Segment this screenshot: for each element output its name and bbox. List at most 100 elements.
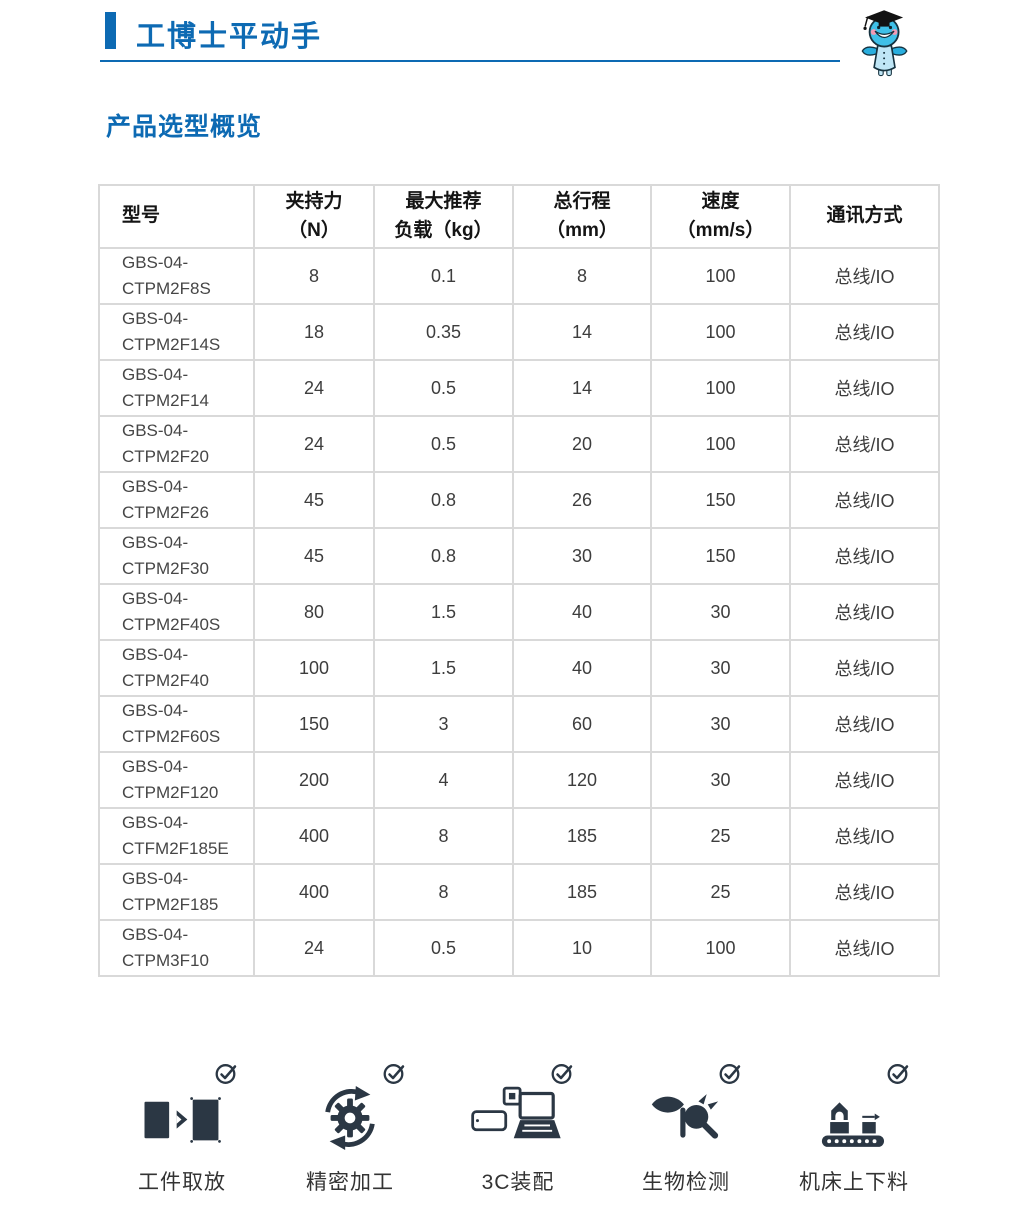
column-header-stroke: 总行程 （mm） bbox=[512, 184, 652, 249]
table-row: GBS-04- CTPM2F40 100 1.5 40 30 总线/IO bbox=[98, 639, 940, 697]
comm-cell: 总线/IO bbox=[789, 863, 940, 921]
force-cell: 24 bbox=[253, 919, 375, 977]
force-cell: 80 bbox=[253, 583, 375, 641]
application-item: 工件取放 bbox=[98, 1058, 266, 1196]
comm-cell: 总线/IO bbox=[789, 919, 940, 977]
application-label: 工件取放 bbox=[138, 1171, 226, 1194]
table-row: GBS-04- CTPM2F185 400 8 185 25 总线/IO bbox=[98, 863, 940, 921]
check-badge-icon bbox=[551, 1064, 573, 1084]
model-cell: GBS-04- CTPM2F40S bbox=[98, 583, 255, 641]
stroke-cell: 14 bbox=[512, 303, 652, 361]
speed-cell: 150 bbox=[650, 471, 791, 529]
machine-tool-loading-icon bbox=[794, 1058, 914, 1150]
section-title: 产品选型概览 bbox=[106, 113, 263, 141]
stroke-cell: 26 bbox=[512, 471, 652, 529]
header-divider bbox=[100, 60, 840, 62]
column-header-max_load: 最大推荐 负载（kg） bbox=[373, 184, 514, 249]
product-spec-table: 型号 夹持力 （N） 最大推荐 负载（kg） 总行程 （mm） 速度 （mm/s） 通讯方式 GB… bbox=[98, 184, 940, 977]
doctor-robot-mascot-icon bbox=[856, 3, 914, 86]
check-badge-icon bbox=[719, 1064, 741, 1084]
stroke-cell: 8 bbox=[512, 247, 652, 305]
model-cell: GBS-04- CTPM2F60S bbox=[98, 695, 255, 753]
application-label: 精密加工 bbox=[306, 1171, 394, 1194]
model-cell: GBS-04- CTPM2F8S bbox=[98, 247, 255, 305]
speed-cell: 25 bbox=[650, 807, 791, 865]
load-cell: 0.35 bbox=[373, 303, 514, 361]
force-cell: 24 bbox=[253, 359, 375, 417]
precision-machining-icon bbox=[290, 1058, 410, 1150]
load-cell: 1.5 bbox=[373, 639, 514, 697]
load-cell: 8 bbox=[373, 807, 514, 865]
force-cell: 100 bbox=[253, 639, 375, 697]
speed-cell: 25 bbox=[650, 863, 791, 921]
applications: 工件取放 精密加工 3C装配 生物检测 机床上下料 bbox=[98, 1058, 938, 1196]
speed-cell: 30 bbox=[650, 583, 791, 641]
stroke-cell: 14 bbox=[512, 359, 652, 417]
load-cell: 0.8 bbox=[373, 527, 514, 585]
load-cell: 1.5 bbox=[373, 583, 514, 641]
application-label: 机床上下料 bbox=[799, 1171, 909, 1194]
check-badge-icon bbox=[887, 1064, 909, 1084]
force-cell: 400 bbox=[253, 863, 375, 921]
comm-cell: 总线/IO bbox=[789, 247, 940, 305]
load-cell: 8 bbox=[373, 863, 514, 921]
comm-cell: 总线/IO bbox=[789, 695, 940, 753]
stroke-cell: 30 bbox=[512, 527, 652, 585]
stroke-cell: 40 bbox=[512, 639, 652, 697]
comm-cell: 总线/IO bbox=[789, 471, 940, 529]
assembly-3c-icon bbox=[458, 1058, 578, 1150]
load-cell: 0.5 bbox=[373, 415, 514, 473]
stroke-cell: 120 bbox=[512, 751, 652, 809]
model-cell: GBS-04- CTPM2F120 bbox=[98, 751, 255, 809]
speed-cell: 30 bbox=[650, 751, 791, 809]
speed-cell: 100 bbox=[650, 415, 791, 473]
force-cell: 8 bbox=[253, 247, 375, 305]
speed-cell: 30 bbox=[650, 639, 791, 697]
column-header-communication: 通讯方式 bbox=[789, 184, 940, 249]
comm-cell: 总线/IO bbox=[789, 639, 940, 697]
table-row: GBS-04- CTPM2F60S 150 3 60 30 总线/IO bbox=[98, 695, 940, 753]
table-body: GBS-04- CTPM2F8S 8 0.1 8 100 总线/IO GBS-04- CTPM2… bbox=[98, 247, 940, 977]
table-row: GBS-04- CTPM2F20 24 0.5 20 100 总线/IO bbox=[98, 415, 940, 473]
comm-cell: 总线/IO bbox=[789, 527, 940, 585]
comm-cell: 总线/IO bbox=[789, 751, 940, 809]
table-row: GBS-04- CTPM2F120 200 4 120 30 总线/IO bbox=[98, 751, 940, 809]
comm-cell: 总线/IO bbox=[789, 583, 940, 641]
stroke-cell: 60 bbox=[512, 695, 652, 753]
force-cell: 400 bbox=[253, 807, 375, 865]
force-cell: 45 bbox=[253, 471, 375, 529]
load-cell: 0.5 bbox=[373, 359, 514, 417]
application-label: 3C装配 bbox=[481, 1171, 555, 1194]
application-item: 生物检测 bbox=[602, 1058, 770, 1196]
speed-cell: 30 bbox=[650, 695, 791, 753]
force-cell: 200 bbox=[253, 751, 375, 809]
table-row: GBS-04- CTPM2F30 45 0.8 30 150 总线/IO bbox=[98, 527, 940, 585]
force-cell: 18 bbox=[253, 303, 375, 361]
force-cell: 150 bbox=[253, 695, 375, 753]
model-cell: GBS-04- CTPM2F26 bbox=[98, 471, 255, 529]
load-cell: 0.8 bbox=[373, 471, 514, 529]
comm-cell: 总线/IO bbox=[789, 807, 940, 865]
model-cell: GBS-04- CTFM2F185E bbox=[98, 807, 255, 865]
speed-cell: 100 bbox=[650, 919, 791, 977]
table-row: GBS-04- CTPM2F26 45 0.8 26 150 总线/IO bbox=[98, 471, 940, 529]
speed-cell: 100 bbox=[650, 303, 791, 361]
speed-cell: 100 bbox=[650, 359, 791, 417]
stroke-cell: 10 bbox=[512, 919, 652, 977]
column-header-clamping_force: 夹持力 （N） bbox=[253, 184, 375, 249]
application-item: 3C装配 bbox=[434, 1058, 602, 1196]
application-label: 生物检测 bbox=[642, 1171, 730, 1194]
application-item: 精密加工 bbox=[266, 1058, 434, 1196]
speed-cell: 100 bbox=[650, 247, 791, 305]
check-badge-icon bbox=[215, 1064, 237, 1084]
check-badge-icon bbox=[383, 1064, 405, 1084]
column-header-model: 型号 bbox=[98, 184, 255, 249]
model-cell: GBS-04- CTPM2F185 bbox=[98, 863, 255, 921]
stroke-cell: 185 bbox=[512, 863, 652, 921]
table-row: GBS-04- CTPM2F8S 8 0.1 8 100 总线/IO bbox=[98, 247, 940, 305]
table-row: GBS-04- CTPM2F40S 80 1.5 40 30 总线/IO bbox=[98, 583, 940, 641]
force-cell: 24 bbox=[253, 415, 375, 473]
model-cell: GBS-04- CTPM2F14 bbox=[98, 359, 255, 417]
table-row: GBS-04- CTPM3F10 24 0.5 10 100 总线/IO bbox=[98, 919, 940, 977]
